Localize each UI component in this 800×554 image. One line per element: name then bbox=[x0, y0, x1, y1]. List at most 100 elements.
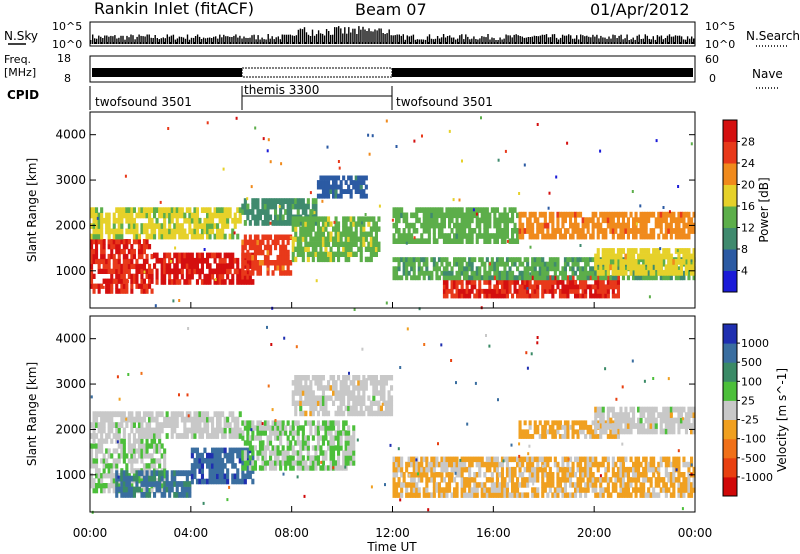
heatmap-cell bbox=[127, 217, 131, 224]
heatmap-cell bbox=[634, 259, 638, 265]
heatmap-cell bbox=[357, 189, 361, 194]
heatmap-cell bbox=[122, 411, 126, 418]
heatmap-cell bbox=[611, 472, 615, 478]
heatmap-cell bbox=[168, 217, 172, 224]
heatmap-cell bbox=[677, 275, 681, 281]
heatmap-cell bbox=[556, 228, 560, 234]
heatmap-cell bbox=[107, 258, 111, 265]
heatmap-cell bbox=[281, 239, 285, 246]
heatmap-cell bbox=[493, 233, 497, 239]
heatmap-cell bbox=[137, 253, 141, 260]
noise-bar bbox=[144, 36, 146, 44]
heatmap-cell bbox=[115, 475, 119, 482]
heatmap-cell bbox=[203, 257, 207, 264]
heatmap-cell bbox=[644, 456, 648, 463]
heatmap-cell bbox=[488, 487, 492, 493]
heatmap-cell bbox=[246, 209, 250, 215]
heatmap-cell bbox=[637, 466, 641, 473]
heatmap-cell bbox=[584, 472, 588, 478]
heatmap-cell bbox=[90, 244, 94, 250]
heatmap-cell bbox=[299, 455, 303, 461]
heatmap-cell bbox=[374, 231, 378, 237]
heatmap-cell bbox=[465, 293, 469, 299]
heatmap-cell bbox=[337, 410, 341, 417]
heatmap-cell bbox=[619, 253, 623, 260]
heatmap-cell bbox=[571, 270, 575, 276]
heatmap-cell bbox=[450, 228, 454, 234]
heatmap-cell bbox=[168, 223, 172, 229]
heatmap-cell bbox=[185, 279, 189, 285]
cpid-segment-1: twofsound 3501 bbox=[95, 95, 192, 109]
heatmap-cell bbox=[246, 420, 250, 426]
heatmap-cell bbox=[488, 222, 492, 229]
noise-bar bbox=[192, 37, 195, 44]
heatmap-cell bbox=[566, 466, 570, 473]
heatmap-cell bbox=[120, 288, 124, 294]
noise-bar bbox=[196, 34, 199, 44]
heatmap-cell bbox=[687, 270, 691, 276]
noise-bar bbox=[198, 36, 201, 44]
heatmap-cell bbox=[178, 411, 182, 418]
heatmap-cell bbox=[206, 252, 210, 259]
heatmap-cell bbox=[178, 268, 182, 275]
heatmap-cell bbox=[160, 207, 164, 213]
heatmap-cell bbox=[473, 228, 477, 234]
heatmap-cell bbox=[445, 238, 449, 244]
heatmap-cell bbox=[614, 284, 618, 290]
heatmap-cell bbox=[553, 456, 557, 463]
heatmap-cell bbox=[337, 184, 341, 190]
heatmap-cell bbox=[571, 492, 575, 498]
heatmap-cell bbox=[412, 472, 416, 478]
heatmap-cell bbox=[485, 228, 489, 234]
heatmap-cell bbox=[263, 203, 267, 210]
heatmap-cell bbox=[115, 217, 119, 224]
heatmap-cell bbox=[142, 481, 146, 487]
heatmap-cell bbox=[337, 440, 341, 446]
colorbar-swatch bbox=[723, 249, 737, 271]
heatmap-cell bbox=[513, 257, 517, 263]
heatmap-cell bbox=[132, 278, 136, 284]
heatmap-cell bbox=[425, 472, 429, 478]
heatmap-cell bbox=[483, 222, 487, 229]
heatmap-cell bbox=[478, 284, 482, 290]
heatmap-cell bbox=[137, 212, 141, 219]
heatmap-cell bbox=[591, 461, 595, 468]
heatmap-cell bbox=[591, 228, 595, 234]
heatmap-cell bbox=[503, 275, 507, 281]
heatmap-cell bbox=[248, 209, 252, 215]
heatmap-cell bbox=[679, 248, 683, 254]
heatmap-cell bbox=[321, 216, 325, 222]
heatmap-cell bbox=[203, 478, 207, 485]
heatmap-cell bbox=[566, 461, 570, 468]
noise-bar bbox=[519, 36, 521, 44]
heatmap-cell bbox=[601, 288, 605, 294]
noise-bar bbox=[362, 26, 364, 44]
heatmap-cell bbox=[165, 422, 169, 428]
heatmap-cell bbox=[145, 433, 149, 439]
noise-bar bbox=[618, 35, 620, 44]
heatmap-cell bbox=[372, 221, 376, 227]
heatmap-cell bbox=[213, 427, 217, 434]
heatmap-cell bbox=[493, 222, 497, 229]
heatmap-cell bbox=[269, 465, 273, 471]
heatmap-cell bbox=[110, 427, 114, 434]
heatmap-cell bbox=[493, 270, 497, 276]
heatmap-cell bbox=[238, 217, 242, 224]
heatmap-cell bbox=[518, 275, 522, 281]
heatmap-cell bbox=[248, 435, 252, 441]
heatmap-cell bbox=[664, 492, 668, 498]
noise-right-tick-bottom: 10^0 bbox=[705, 38, 735, 51]
heatmap-cell bbox=[296, 236, 300, 242]
heatmap-cell bbox=[596, 222, 600, 229]
heatmap-cell bbox=[611, 288, 615, 294]
heatmap-cell bbox=[642, 222, 646, 229]
heatmap-cell bbox=[357, 385, 361, 391]
heatmap-cell bbox=[453, 456, 457, 463]
heatmap-cell bbox=[294, 460, 298, 466]
heatmap-cell bbox=[420, 266, 424, 272]
heatmap-cell bbox=[563, 261, 567, 267]
heatmap-cell bbox=[415, 275, 419, 281]
heatmap-cell bbox=[127, 258, 131, 265]
heatmap-dot bbox=[413, 139, 416, 143]
heatmap-cell bbox=[231, 452, 235, 459]
